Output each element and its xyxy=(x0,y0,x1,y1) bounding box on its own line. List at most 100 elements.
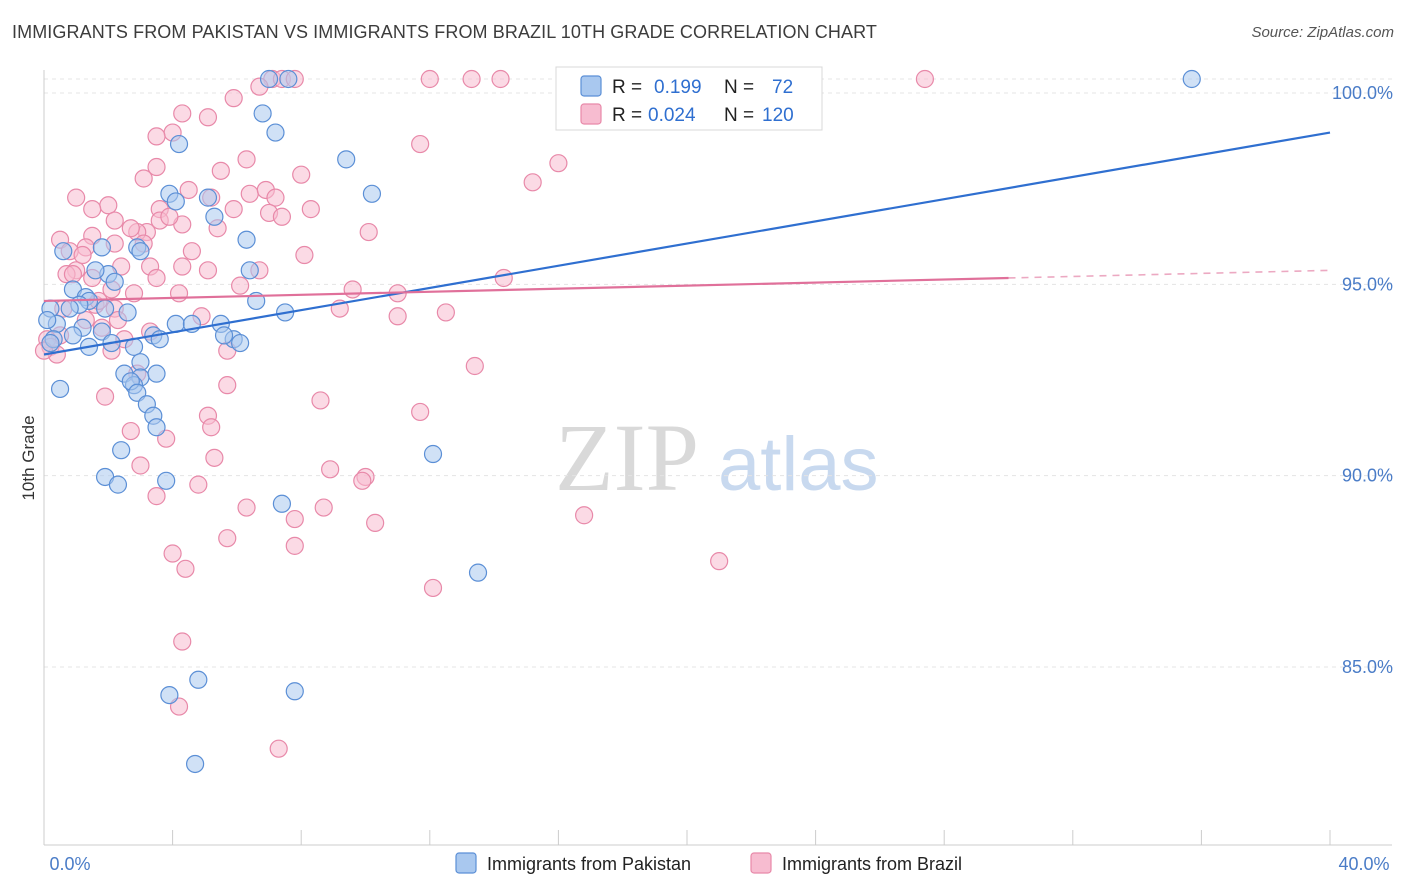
brazil-point xyxy=(163,544,182,563)
brazil-point xyxy=(63,265,83,284)
brazil-point xyxy=(915,69,935,89)
pakistan-point xyxy=(50,379,70,399)
legend-n-label-brazil: N = xyxy=(724,105,754,126)
brazil-point xyxy=(211,161,230,180)
pakistan-point xyxy=(92,238,111,257)
pakistan-point xyxy=(253,104,272,123)
brazil-point xyxy=(198,261,218,280)
brazil-point xyxy=(491,69,510,89)
brazil-point xyxy=(198,108,218,127)
pakistan-point xyxy=(214,326,234,345)
bottom-legend-label-pakistan: Immigrants from Pakistan xyxy=(487,854,691,874)
pakistan-point xyxy=(38,310,57,330)
brazil-point xyxy=(436,303,455,322)
pakistan-point xyxy=(237,230,256,249)
pakistan-point xyxy=(259,69,279,89)
brazil-point xyxy=(224,89,243,108)
pakistan-point xyxy=(131,242,150,261)
brazil-point xyxy=(182,242,201,261)
pakistan-point xyxy=(423,444,443,464)
pakistan-trend-line xyxy=(43,131,1331,356)
y-tick-label: 90.0% xyxy=(1342,466,1393,486)
brazil-point xyxy=(237,498,256,517)
brazil-point xyxy=(105,211,124,230)
pakistan-point xyxy=(1182,69,1201,89)
bottom-legend-swatch-brazil xyxy=(750,852,772,874)
brazil-point xyxy=(411,402,430,422)
pakistan-point xyxy=(118,303,137,322)
pakistan-point xyxy=(205,207,224,226)
pakistan-point xyxy=(266,123,285,142)
y-tick-label: 85.0% xyxy=(1342,657,1393,677)
brazil-point xyxy=(224,200,243,219)
brazil-point xyxy=(121,421,140,441)
brazil-point xyxy=(266,188,285,207)
brazil-point xyxy=(420,69,439,89)
pakistan-point xyxy=(147,418,166,437)
pakistan-point xyxy=(362,184,382,203)
legend-n-value-brazil: 120 xyxy=(762,105,794,126)
brazil-point xyxy=(343,280,362,299)
pakistan-point xyxy=(105,272,124,291)
legend-r-value-pakistan: 0.199 xyxy=(654,77,702,98)
pakistan-point xyxy=(86,261,105,280)
brazil-point xyxy=(295,245,314,265)
axes xyxy=(43,70,1392,846)
watermark-zip: ZIP xyxy=(555,404,699,511)
pakistan-point xyxy=(147,364,166,383)
pakistan-point xyxy=(189,670,208,689)
y-axis-title: 10th Grade xyxy=(19,415,38,500)
brazil-point xyxy=(231,276,250,295)
pakistan-point xyxy=(279,69,298,89)
brazil-point xyxy=(218,529,237,548)
x-tick-label-max: 40.0% xyxy=(1338,854,1389,874)
brazil-point xyxy=(173,104,192,123)
brazil-point xyxy=(218,376,237,395)
brazil-point xyxy=(269,739,288,758)
brazil-point xyxy=(189,475,208,494)
brazil-point xyxy=(366,513,385,532)
pakistan-point xyxy=(272,494,292,513)
brazil-points xyxy=(34,69,935,758)
brazil-trend-line xyxy=(43,276,1009,303)
brazil-point xyxy=(134,169,153,188)
legend-r-label-brazil: R = xyxy=(612,105,642,126)
brazil-point xyxy=(147,487,166,506)
brazil-point xyxy=(67,188,86,207)
pakistan-point xyxy=(337,150,356,169)
pakistan-point xyxy=(112,441,131,460)
brazil-point xyxy=(710,552,729,571)
brazil-point xyxy=(465,356,484,376)
pakistan-point xyxy=(166,192,185,211)
pakistan-point xyxy=(468,563,488,582)
legend-n-value-pakistan: 72 xyxy=(772,77,793,98)
brazil-point xyxy=(83,200,102,219)
x-tick-label-min: 0.0% xyxy=(49,854,90,874)
legend-swatch-pakistan xyxy=(580,75,602,97)
pakistan-point xyxy=(186,754,205,774)
pakistan-point xyxy=(108,475,128,494)
brazil-point xyxy=(202,418,221,437)
brazil-point xyxy=(388,307,407,326)
series-legend: Immigrants from Pakistan Immigrants from… xyxy=(455,852,962,874)
brazil-point xyxy=(147,268,166,288)
pakistan-point xyxy=(95,299,115,318)
brazil-point xyxy=(311,391,330,410)
pakistan-point xyxy=(41,333,60,353)
pakistan-point xyxy=(169,134,189,154)
brazil-point xyxy=(462,69,481,89)
brazil-point xyxy=(423,578,443,598)
brazil-point xyxy=(121,219,140,238)
y-axis-tick-labels: 85.0% 90.0% 95.0% 100.0% xyxy=(1332,83,1393,677)
brazil-point xyxy=(411,134,430,154)
brazil-point xyxy=(147,127,166,146)
brazil-point xyxy=(301,200,320,219)
pakistan-point xyxy=(157,471,176,490)
brazil-point xyxy=(240,184,259,203)
y-tick-label: 95.0% xyxy=(1342,274,1393,294)
brazil-point xyxy=(285,509,304,529)
brazil-point xyxy=(73,245,92,265)
brazil-point xyxy=(205,448,224,467)
legend-n-label-pakistan: N = xyxy=(724,77,754,98)
